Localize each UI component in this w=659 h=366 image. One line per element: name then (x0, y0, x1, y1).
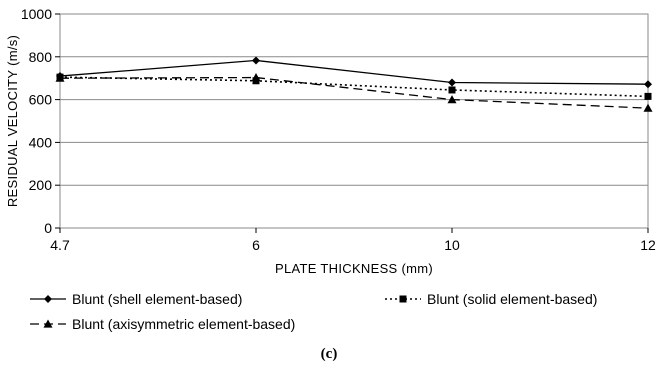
legend-label: Blunt (shell element-based) (72, 291, 242, 307)
y-tick-label: 200 (29, 177, 53, 193)
legend-label: Blunt (axisymmetric element-based) (72, 316, 295, 332)
y-tick-label: 1000 (21, 6, 52, 22)
legend: Blunt (shell element-based) Blunt (solid … (30, 291, 597, 332)
series-line (60, 60, 648, 84)
legend-marker (44, 295, 52, 303)
x-tick-label: 4.7 (50, 237, 70, 253)
plot-area (60, 14, 648, 228)
legend-label: Blunt (solid element-based) (427, 291, 597, 307)
series-line (60, 77, 648, 96)
series-1 (56, 56, 652, 88)
legend-item: Blunt (shell element-based) (30, 291, 242, 307)
x-tick-label: 12 (640, 237, 656, 253)
y-tick-label: 0 (44, 220, 52, 236)
figure-caption: (c) (321, 346, 338, 362)
series-layer (56, 56, 653, 111)
data-point (645, 93, 652, 100)
y-axis-label: RESIDUAL VELOCITY (m/s) (5, 35, 20, 207)
x-axis-label: PLATE THICKNESS (mm) (275, 261, 433, 276)
data-point (449, 86, 456, 93)
legend-item: Blunt (solid element-based) (385, 291, 597, 307)
data-point (252, 56, 260, 64)
data-point (644, 104, 653, 112)
y-axis-ticks: 0 200 400 600 800 1000 (21, 6, 60, 236)
gridlines (60, 57, 648, 185)
legend-marker (400, 296, 407, 303)
data-point (448, 78, 456, 86)
data-point (644, 80, 652, 88)
x-tick-label: 6 (252, 237, 260, 253)
x-tick-label: 10 (444, 237, 460, 253)
legend-item: Blunt (axisymmetric element-based) (30, 316, 295, 332)
x-axis-ticks: 4.7 6 10 12 (50, 228, 656, 253)
y-tick-label: 800 (29, 49, 53, 65)
data-point (252, 73, 261, 81)
y-tick-label: 600 (29, 92, 53, 108)
y-tick-label: 400 (29, 134, 53, 150)
